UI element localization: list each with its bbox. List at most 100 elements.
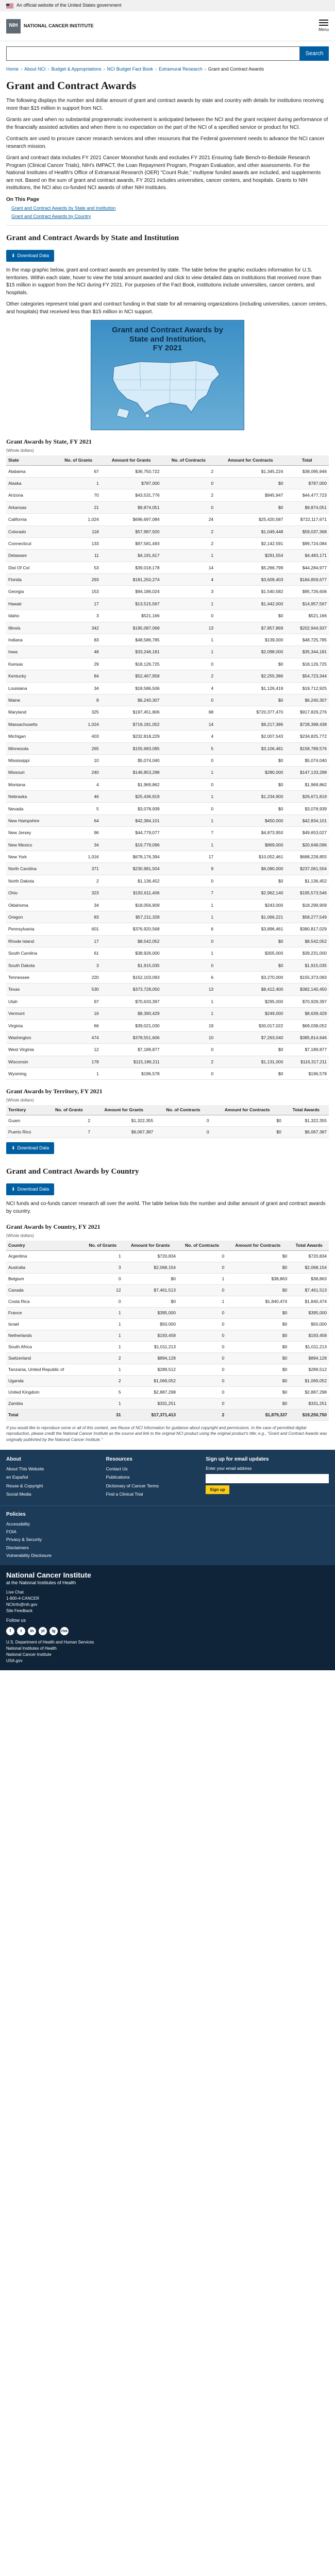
- youtube-icon[interactable]: yt: [39, 1626, 47, 1635]
- footer-link[interactable]: Find a Clinical Trial: [106, 1491, 143, 1497]
- breadcrumb-factbook[interactable]: NCI Budget Fact Book: [107, 66, 154, 72]
- download-data-button-country[interactable]: ⬇ Download Data: [6, 1183, 55, 1196]
- table-cell: $8,542,052: [285, 935, 329, 948]
- download-icon: ⬇: [11, 1187, 15, 1192]
- follow-label: Follow us: [6, 1617, 26, 1623]
- divider: [6, 225, 329, 226]
- table-cell: 3: [56, 959, 101, 972]
- breadcrumb-extramural[interactable]: Extramural Research: [159, 66, 203, 72]
- table-cell: $44,284,977: [285, 562, 329, 574]
- table-cell: 21: [56, 501, 101, 514]
- table-cell: $2,142,591: [215, 537, 286, 550]
- table-cell: 83: [56, 911, 101, 924]
- table-cell: $1,915,035: [285, 959, 329, 972]
- table-cell: $719,181,052: [100, 718, 162, 731]
- menu-button[interactable]: Menu: [319, 19, 329, 33]
- table-cell: $195,573,546: [285, 887, 329, 900]
- table-cell: 323: [56, 887, 101, 900]
- table-row: Michigan 403 $232,818,229 4 $2,007,543 $234,8…: [6, 730, 329, 743]
- table-cell: $17,371,413: [123, 1409, 178, 1421]
- table-cell: South Carolina: [6, 947, 56, 960]
- table-cell: $232,818,229: [100, 730, 162, 743]
- footer-link[interactable]: Vulnerability Disclosure: [6, 1552, 52, 1558]
- breadcrumb-about[interactable]: About NCI: [24, 66, 46, 72]
- table-cell: $7,189,877: [285, 1043, 329, 1056]
- table-cell: Kansas: [6, 658, 56, 671]
- search-input[interactable]: [6, 46, 300, 61]
- rss-icon[interactable]: rss: [60, 1626, 69, 1635]
- footer-link[interactable]: Accessibility: [6, 1521, 30, 1527]
- download-label: Download Data: [17, 1187, 49, 1192]
- table-cell: 0: [177, 1284, 227, 1296]
- footer-link[interactable]: Publications: [106, 1475, 130, 1480]
- download-data-button[interactable]: ⬇ Download Data: [6, 250, 55, 262]
- table-cell: $0: [226, 1318, 290, 1330]
- download-data-button-territory[interactable]: ⬇ Download Data: [6, 1142, 55, 1154]
- table-cell: 1: [161, 815, 216, 827]
- table-cell: France: [6, 1307, 82, 1319]
- otp-link-state[interactable]: Grant and Contract Awards by State and I…: [11, 206, 116, 211]
- table-cell: $1,322,355: [92, 1115, 156, 1127]
- usagov-link[interactable]: USA.gov: [6, 1658, 23, 1663]
- table-cell: 0: [161, 609, 216, 622]
- table-cell: $195,087,068: [100, 622, 162, 635]
- table-cell: 2: [56, 875, 101, 888]
- table-cell: 17: [56, 598, 101, 611]
- nci-logo[interactable]: NIH NATIONAL CANCER INSTITUTE: [6, 19, 94, 33]
- table-cell: 3: [82, 1262, 123, 1274]
- table-cell: $44,779,077: [100, 826, 162, 839]
- table-row: Colorado 118 $57,987,920 2 $1,049,448 $59,037…: [6, 526, 329, 538]
- table-cell: 29: [56, 658, 101, 671]
- otp-link-country[interactable]: Grant and Contract Awards by Country: [11, 213, 91, 219]
- footer-link[interactable]: Contact Us: [106, 1466, 128, 1471]
- facebook-icon[interactable]: f: [6, 1626, 14, 1635]
- table-cell: 1: [82, 1330, 123, 1342]
- table-cell: $18,126,725: [285, 658, 329, 671]
- table-cell: 67: [56, 465, 101, 478]
- us-awards-map[interactable]: Grant and Contract Awards by State and I…: [91, 320, 244, 431]
- gov-banner[interactable]: An official website of the United States…: [0, 0, 335, 11]
- us-map-shape[interactable]: [109, 351, 227, 423]
- breadcrumb-budget[interactable]: Budget & Appropriations: [51, 66, 102, 72]
- table-cell: 0: [155, 1126, 211, 1138]
- twitter-icon[interactable]: t: [17, 1626, 25, 1635]
- footer-link[interactable]: Disclaimers: [6, 1545, 29, 1550]
- table-row: Alabama 67 $36,750,722 2 $1,345,224 $38,095,9…: [6, 465, 329, 478]
- table-cell: 2: [82, 1352, 123, 1364]
- signup-button[interactable]: Sign up: [206, 1485, 229, 1495]
- table-cell: 0: [161, 501, 216, 514]
- breadcrumb-home[interactable]: Home: [6, 66, 19, 72]
- table-cell: 240: [56, 766, 101, 779]
- hhs-link[interactable]: U.S. Department of Health and Human Serv…: [6, 1639, 94, 1645]
- nih-link[interactable]: National Institutes of Health: [6, 1646, 57, 1651]
- instagram-icon[interactable]: ig: [49, 1626, 58, 1635]
- footer-link[interactable]: FOIA: [6, 1529, 16, 1534]
- footer-link[interactable]: About This Website: [6, 1466, 44, 1471]
- table-row: Connecticut 133 $97,581,493 2 $2,142,591 $99,…: [6, 537, 329, 550]
- table-cell: 48: [56, 646, 101, 658]
- nci-link[interactable]: National Cancer Institute: [6, 1652, 52, 1657]
- download-label: Download Data: [17, 253, 49, 259]
- footer-link[interactable]: Privacy & Security: [6, 1537, 42, 1543]
- table-cell: $97,581,493: [100, 537, 162, 550]
- column-header: No. of Grants: [45, 1105, 93, 1115]
- table-cell: $48,586,785: [100, 634, 162, 647]
- contact-phone[interactable]: 1-800-4-CANCER: [6, 1596, 40, 1601]
- contact-live-chat[interactable]: Live Chat: [6, 1589, 24, 1595]
- footer-contact: Live Chat 1-800-4-CANCER NCIinfo@nih.gov…: [6, 1589, 329, 1614]
- table-cell: $0: [226, 1352, 290, 1364]
- footer-link[interactable]: Social Media: [6, 1491, 31, 1497]
- search-button[interactable]: Search: [300, 46, 329, 61]
- table-cell: $1,969,862: [100, 778, 162, 791]
- table-cell: $521,166: [285, 609, 329, 622]
- email-input[interactable]: [206, 1473, 329, 1483]
- contact-email[interactable]: NCIinfo@nih.gov: [6, 1602, 38, 1607]
- table-cell: 11: [56, 549, 101, 562]
- linkedin-icon[interactable]: in: [28, 1626, 36, 1635]
- table-cell: $696,697,084: [100, 513, 162, 526]
- table-cell: $3,896,461: [215, 923, 286, 936]
- footer-link[interactable]: en Español: [6, 1475, 28, 1480]
- contact-feedback[interactable]: Site Feedback: [6, 1608, 33, 1613]
- footer-link[interactable]: Reuse & Copyright: [6, 1483, 43, 1488]
- footer-link[interactable]: Dictionary of Cancer Terms: [106, 1483, 159, 1488]
